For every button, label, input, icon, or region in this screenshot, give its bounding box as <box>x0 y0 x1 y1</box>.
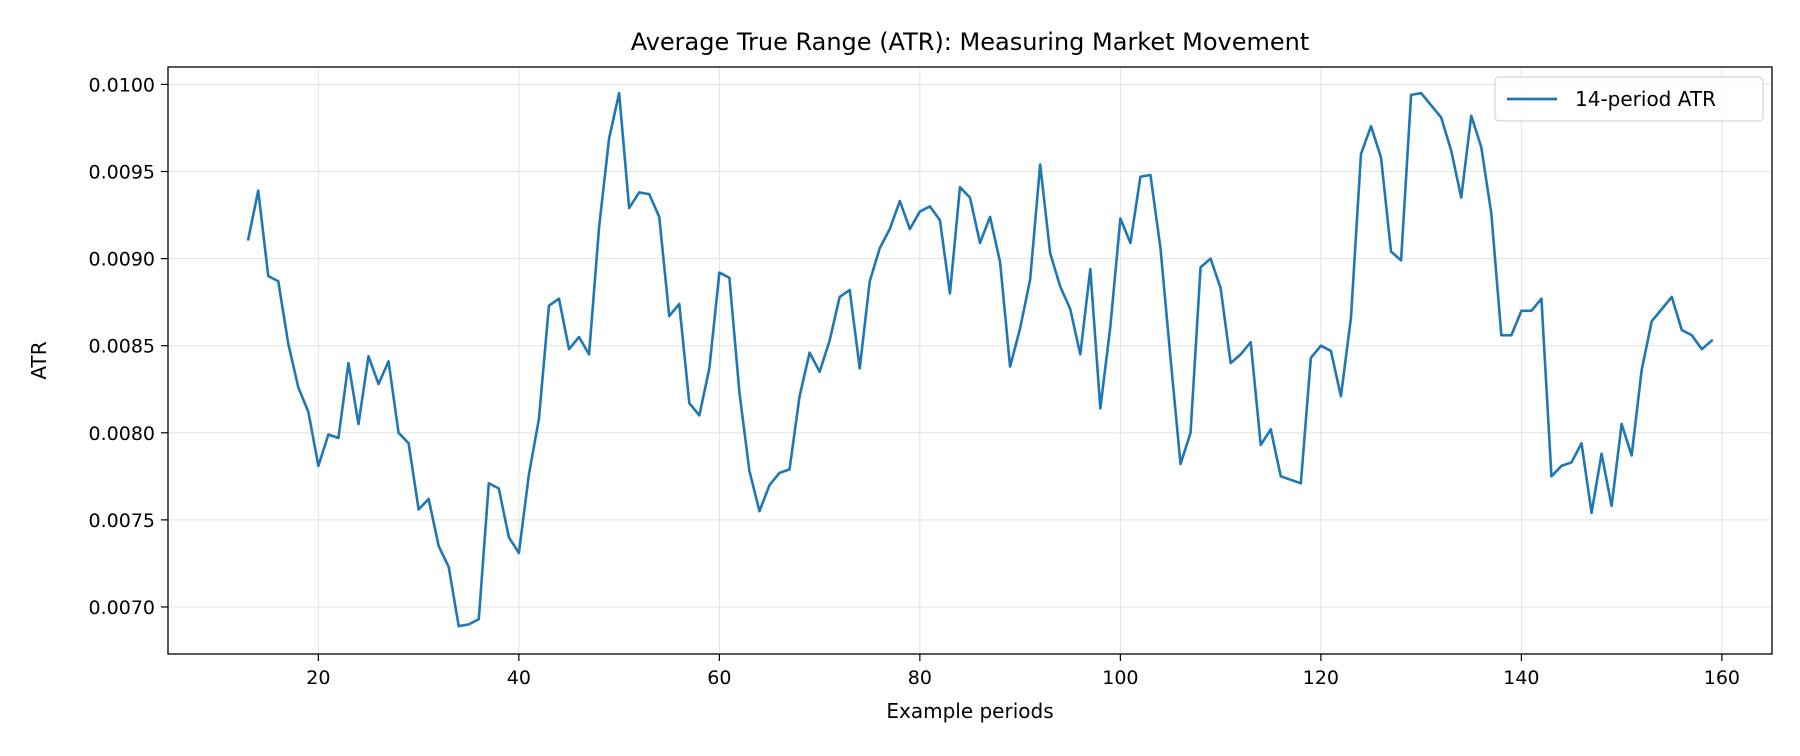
series-layer <box>246 91 1714 628</box>
y-tick-label-0.0070: 0.0070 <box>89 597 155 619</box>
y-axis-label: ATR <box>27 341 51 379</box>
chart-title: Average True Range (ATR): Measuring Mark… <box>631 28 1310 56</box>
y-tick-label-0.0095: 0.0095 <box>89 162 155 184</box>
x-axis-label: Example periods <box>886 699 1053 723</box>
x-tick-label-120: 120 <box>1303 667 1339 689</box>
legend-label-14-period-atr: 14-period ATR <box>1575 87 1716 111</box>
grid-layer <box>168 67 1772 654</box>
y-tick-label-0.0100: 0.0100 <box>89 74 155 96</box>
x-tick-label-80: 80 <box>908 667 932 689</box>
y-tick-label-0.0075: 0.0075 <box>89 510 155 532</box>
y-tick-label-0.0080: 0.0080 <box>89 423 155 445</box>
x-axis-ticks: 20 40 60 80 100 120 140 160 <box>306 654 1740 689</box>
x-tick-label-160: 160 <box>1704 667 1740 689</box>
series-line-0 <box>246 91 1714 628</box>
x-tick-label-100: 100 <box>1102 667 1138 689</box>
x-tick-label-140: 140 <box>1503 667 1539 689</box>
x-tick-label-20: 20 <box>306 667 330 689</box>
legend: 14-period ATR <box>1494 76 1764 122</box>
plot-frame <box>167 66 1773 655</box>
x-tick-label-60: 60 <box>707 667 731 689</box>
y-axis-ticks: 0.0070 0.0075 0.0080 0.0085 0.0090 0.0095 0.01… <box>89 74 168 619</box>
legend-box <box>1494 76 1764 122</box>
x-tick-label-40: 40 <box>507 667 531 689</box>
y-tick-label-0.0085: 0.0085 <box>89 336 155 358</box>
y-tick-label-0.0090: 0.0090 <box>89 249 155 271</box>
